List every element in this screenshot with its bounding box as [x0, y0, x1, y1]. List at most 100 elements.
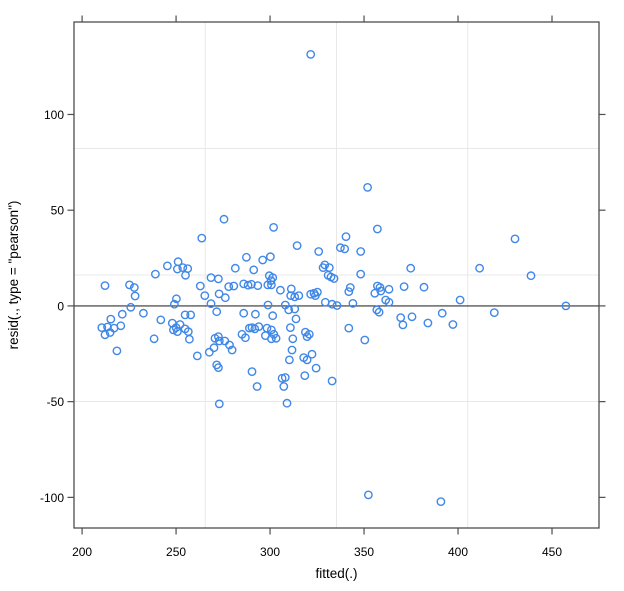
data-point — [254, 322, 264, 331]
data-point — [224, 282, 234, 291]
data-point — [348, 298, 358, 308]
data-point — [286, 291, 296, 300]
y-tick-label: 100 — [44, 108, 64, 122]
data-point — [252, 382, 262, 391]
data-point — [437, 308, 447, 318]
y-tick-label: 0 — [57, 299, 64, 313]
data-point — [209, 343, 219, 353]
data-point — [290, 292, 300, 302]
data-point — [384, 297, 394, 307]
data-point — [200, 291, 210, 300]
data-point — [241, 252, 251, 262]
data-point — [126, 302, 136, 312]
data-point — [407, 312, 417, 322]
data-point — [288, 334, 298, 344]
data-point — [526, 271, 536, 281]
data-point — [192, 351, 202, 361]
tick-marks — [67, 15, 606, 535]
data-point — [307, 349, 317, 359]
data-point — [195, 281, 205, 291]
data-point — [204, 347, 214, 357]
data-point — [396, 313, 406, 322]
data-point — [112, 346, 122, 356]
data-point — [229, 281, 239, 291]
data-point — [436, 497, 446, 506]
data-point — [171, 294, 181, 304]
data-point — [266, 325, 276, 335]
data-point — [169, 299, 179, 309]
x-tick-label: 250 — [166, 545, 186, 559]
data-point — [266, 280, 276, 290]
data-point — [117, 309, 127, 319]
y-axis-label: resid(., type = "pearson") — [6, 201, 21, 350]
data-point — [213, 274, 223, 284]
data-point — [105, 328, 115, 337]
data-point — [291, 314, 301, 324]
data-point — [250, 309, 260, 319]
data-point — [329, 274, 339, 283]
data-point — [260, 331, 270, 340]
data-point — [138, 308, 148, 318]
data-point — [399, 282, 409, 291]
data-point — [197, 233, 207, 243]
y-tick-label: -50 — [47, 395, 65, 409]
data-point — [246, 279, 256, 289]
data-point — [375, 283, 385, 292]
data-point — [253, 281, 263, 290]
data-points — [97, 50, 571, 506]
data-point — [156, 315, 166, 325]
data-point — [213, 332, 223, 341]
data-point — [271, 333, 281, 343]
data-point — [171, 323, 181, 332]
data-point — [275, 285, 285, 295]
data-point — [130, 291, 140, 301]
data-point — [180, 310, 190, 320]
data-point — [263, 300, 273, 310]
data-point — [172, 327, 182, 336]
data-point — [280, 373, 290, 382]
data-point — [318, 263, 328, 272]
data-point — [240, 333, 250, 343]
data-point — [345, 283, 355, 292]
data-point — [258, 255, 268, 265]
data-point — [97, 323, 107, 332]
panel-border — [73, 21, 600, 529]
data-point — [225, 340, 234, 350]
data-point — [184, 334, 194, 344]
data-point — [100, 281, 110, 290]
data-point — [213, 363, 223, 372]
x-tick-label: 450 — [542, 545, 562, 559]
data-point — [419, 282, 429, 292]
data-point — [290, 304, 300, 314]
data-point — [214, 336, 224, 346]
data-point — [304, 329, 314, 339]
data-point — [183, 264, 193, 273]
data-point — [149, 334, 159, 344]
data-point — [356, 269, 366, 279]
data-point — [475, 263, 484, 273]
data-point — [106, 314, 116, 324]
data-point — [335, 243, 345, 253]
data-point — [310, 291, 320, 300]
data-point — [162, 261, 172, 271]
data-point — [344, 323, 354, 333]
data-point — [186, 310, 196, 320]
data-point — [265, 252, 275, 262]
data-point — [214, 289, 224, 299]
data-point — [384, 284, 394, 294]
data-point — [214, 399, 224, 409]
data-point — [220, 293, 230, 303]
data-point — [100, 330, 110, 340]
data-point — [372, 305, 382, 315]
data-point — [300, 371, 310, 380]
data-point — [302, 355, 312, 365]
data-point — [212, 307, 222, 317]
data-point — [341, 232, 351, 242]
data-point — [287, 345, 297, 355]
data-point — [285, 323, 295, 332]
data-point — [125, 280, 134, 290]
data-point — [282, 398, 292, 408]
data-point — [455, 295, 465, 305]
data-point — [249, 265, 259, 275]
